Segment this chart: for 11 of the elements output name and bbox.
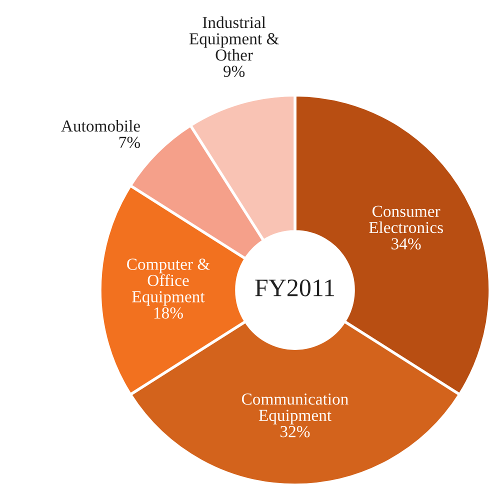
slice-label: Consumer Electronics (369, 206, 443, 234)
slice-label: Industrial Equipment & Other (189, 16, 279, 61)
data-label: 7% (119, 136, 140, 148)
slice-label: Computer & Office Equipment (127, 258, 210, 306)
text: FY2011 (255, 279, 334, 296)
data-label: 34% (392, 238, 421, 250)
data-label: 18% (154, 307, 183, 319)
slice-label: Communication Equipment (242, 394, 348, 424)
data-label: 32% (280, 426, 310, 438)
data-label: 9% (223, 66, 245, 78)
slice-label: Automobile (61, 120, 140, 132)
